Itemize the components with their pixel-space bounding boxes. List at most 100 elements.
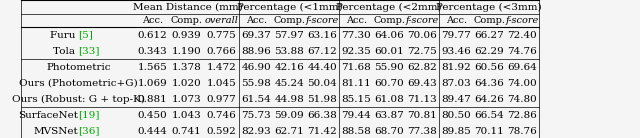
Text: 71.13: 71.13: [408, 95, 437, 104]
Text: 85.15: 85.15: [341, 95, 371, 104]
Text: 0.343: 0.343: [138, 47, 168, 55]
Text: 1.045: 1.045: [207, 79, 236, 87]
Text: 0.741: 0.741: [172, 127, 202, 136]
Text: 53.88: 53.88: [275, 47, 304, 55]
Text: 71.42: 71.42: [307, 127, 337, 136]
Text: 66.27: 66.27: [474, 30, 504, 39]
Text: 60.56: 60.56: [474, 63, 504, 71]
Text: Ours (Robust: G + top-K): Ours (Robust: G + top-K): [12, 94, 145, 104]
Text: Comp.: Comp.: [170, 16, 202, 25]
Text: 64.36: 64.36: [474, 79, 504, 87]
Text: Acc.: Acc.: [246, 16, 267, 25]
Text: 64.26: 64.26: [474, 95, 504, 104]
Text: overall: overall: [205, 16, 238, 25]
Text: 63.87: 63.87: [374, 111, 404, 120]
Text: 62.82: 62.82: [408, 63, 437, 71]
Text: 74.80: 74.80: [508, 95, 537, 104]
Text: Percentage (<1mm): Percentage (<1mm): [237, 2, 342, 12]
Text: Comp.: Comp.: [273, 16, 305, 25]
Text: 0.766: 0.766: [207, 47, 236, 55]
Text: 66.54: 66.54: [474, 111, 504, 120]
Text: f-score: f-score: [306, 16, 339, 25]
Text: 45.24: 45.24: [275, 79, 304, 87]
Text: 87.03: 87.03: [442, 79, 471, 87]
Text: 78.76: 78.76: [508, 127, 537, 136]
Text: 72.75: 72.75: [408, 47, 437, 55]
Text: 72.40: 72.40: [508, 30, 537, 39]
Text: 0.775: 0.775: [207, 30, 236, 39]
Text: Comp.: Comp.: [473, 16, 505, 25]
Text: 50.04: 50.04: [307, 79, 337, 87]
Text: 77.38: 77.38: [408, 127, 437, 136]
Text: MVSNet: MVSNet: [34, 127, 78, 136]
Text: 74.76: 74.76: [508, 47, 537, 55]
Text: 0.746: 0.746: [207, 111, 236, 120]
Text: 0.939: 0.939: [172, 30, 202, 39]
Text: Ours (Photometric+G): Ours (Photometric+G): [19, 79, 138, 87]
Text: 92.35: 92.35: [341, 47, 371, 55]
Text: 80.50: 80.50: [442, 111, 471, 120]
Text: Mean Distance (mm): Mean Distance (mm): [132, 2, 243, 11]
Text: 61.08: 61.08: [374, 95, 404, 104]
Text: 44.98: 44.98: [275, 95, 304, 104]
Text: 81.11: 81.11: [341, 79, 371, 87]
Text: 69.37: 69.37: [241, 30, 271, 39]
Text: 79.77: 79.77: [442, 30, 471, 39]
Text: 89.47: 89.47: [442, 95, 471, 104]
Text: 66.38: 66.38: [307, 111, 337, 120]
Text: 63.16: 63.16: [307, 30, 337, 39]
Text: 0.977: 0.977: [207, 95, 236, 104]
Text: 75.73: 75.73: [241, 111, 271, 120]
Text: 62.29: 62.29: [474, 47, 504, 55]
Text: f-score: f-score: [506, 16, 539, 25]
Text: 67.12: 67.12: [307, 47, 337, 55]
Text: Acc.: Acc.: [445, 16, 467, 25]
Text: 69.43: 69.43: [408, 79, 437, 87]
Text: 1.043: 1.043: [172, 111, 202, 120]
Text: [5]: [5]: [78, 30, 93, 39]
Text: Acc.: Acc.: [142, 16, 163, 25]
Text: 1.472: 1.472: [207, 63, 236, 71]
Text: 51.98: 51.98: [307, 95, 337, 104]
Text: 1.069: 1.069: [138, 79, 168, 87]
Text: [19]: [19]: [78, 111, 100, 120]
Text: 70.81: 70.81: [408, 111, 437, 120]
Text: 46.90: 46.90: [241, 63, 271, 71]
Text: Comp.: Comp.: [373, 16, 405, 25]
Text: Furu: Furu: [50, 30, 78, 39]
Text: 62.71: 62.71: [275, 127, 304, 136]
Text: 1.565: 1.565: [138, 63, 168, 71]
Text: [33]: [33]: [78, 47, 100, 55]
Text: 1.020: 1.020: [172, 79, 202, 87]
Text: 42.16: 42.16: [275, 63, 304, 71]
Text: 59.09: 59.09: [275, 111, 304, 120]
Text: 89.85: 89.85: [442, 127, 471, 136]
Text: 74.00: 74.00: [508, 79, 537, 87]
Text: 44.40: 44.40: [307, 63, 337, 71]
Text: 77.30: 77.30: [341, 30, 371, 39]
Text: 68.70: 68.70: [374, 127, 404, 136]
Text: 1.073: 1.073: [172, 95, 202, 104]
Text: 64.06: 64.06: [374, 30, 404, 39]
Text: 55.90: 55.90: [374, 63, 404, 71]
Text: 69.64: 69.64: [508, 63, 537, 71]
Text: 93.46: 93.46: [442, 47, 471, 55]
Text: 81.92: 81.92: [442, 63, 471, 71]
Text: 55.98: 55.98: [241, 79, 271, 87]
Text: 72.86: 72.86: [508, 111, 537, 120]
Text: 1.378: 1.378: [172, 63, 202, 71]
Text: Percentage (<3mm): Percentage (<3mm): [436, 2, 542, 12]
Text: 60.01: 60.01: [374, 47, 404, 55]
Text: Tola: Tola: [53, 47, 78, 55]
Text: 71.68: 71.68: [341, 63, 371, 71]
Text: 61.54: 61.54: [241, 95, 271, 104]
Text: Photometric: Photometric: [46, 63, 111, 71]
Text: 70.11: 70.11: [474, 127, 504, 136]
Text: 82.93: 82.93: [241, 127, 271, 136]
Text: f-score: f-score: [406, 16, 439, 25]
Text: 0.881: 0.881: [138, 95, 168, 104]
Text: 60.70: 60.70: [374, 79, 404, 87]
Text: 0.450: 0.450: [138, 111, 168, 120]
Text: 88.96: 88.96: [241, 47, 271, 55]
Text: 79.44: 79.44: [341, 111, 371, 120]
